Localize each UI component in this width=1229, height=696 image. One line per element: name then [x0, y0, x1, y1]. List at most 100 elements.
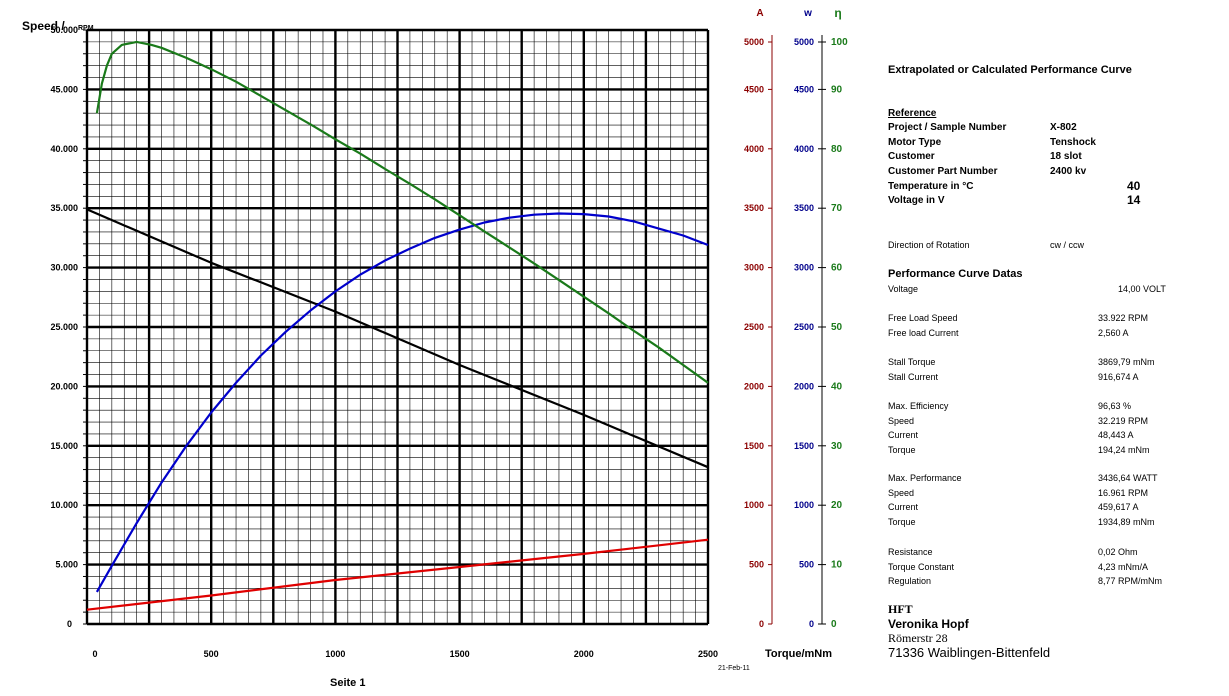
perf-voltage-value: 14,00 VOLT — [1118, 284, 1166, 294]
reference-value: Tenshock — [1050, 136, 1096, 148]
perf-value: 8,77 RPM/mNm — [1098, 576, 1163, 587]
perf-label: Stall Torque — [888, 357, 936, 367]
speed-tick-label: 0 — [67, 619, 72, 629]
series-line-eff — [95, 40, 709, 384]
person-name: Veronika Hopf — [888, 617, 969, 631]
eff-tick-label: 30 — [831, 441, 843, 452]
temperature-value: 40 — [1127, 179, 1141, 193]
page-label: Seite 1 — [330, 677, 365, 689]
perf-label: Resistance — [888, 547, 933, 557]
major-grid — [85, 28, 710, 626]
current-tick-label: 4500 — [744, 84, 764, 94]
info-title: Extrapolated or Calculated Performance C… — [888, 64, 1132, 76]
current-tick-label: 1500 — [744, 441, 764, 451]
reference-value: 18 slot — [1050, 151, 1082, 163]
x-axis-title: Torque/mNm — [765, 648, 832, 660]
current-axis-title: A — [756, 8, 763, 19]
perf-value: 4,23 mNm/A — [1098, 561, 1149, 572]
eff-tick-label: 20 — [831, 500, 843, 511]
current-tick-label: 4000 — [744, 144, 764, 154]
perf-value: 3436,64 WATT — [1098, 473, 1158, 483]
perf-value: 459,617 A — [1098, 502, 1139, 513]
labels: Speed / RPM A w η 0 5.000 10.000 15.000 20.000 25.… — [22, 6, 848, 689]
perf-label: Torque Constant — [888, 561, 955, 572]
power-tick-label: 0 — [809, 619, 814, 629]
x-tick-label: 2500 — [698, 649, 718, 659]
perf-value: 16.961 RPM — [1098, 487, 1149, 498]
eff-tick-label: 40 — [831, 381, 843, 392]
current-tick-label: 3000 — [744, 263, 764, 273]
street: Römerstr 28 — [888, 631, 948, 645]
power-tick-label: 500 — [799, 560, 814, 570]
current-tick-label: 2500 — [744, 322, 764, 332]
city: 71336 Waiblingen-Bittenfeld — [888, 645, 1051, 660]
reference-value: X-802 — [1050, 122, 1077, 133]
eff-axis-title: η — [834, 6, 841, 20]
eff-tick-label: 90 — [831, 84, 843, 95]
power-axis-title: w — [803, 8, 812, 19]
perf-label: Torque — [888, 516, 916, 527]
current-tick-label: 1000 — [744, 500, 764, 510]
speed-tick-label: 5.000 — [55, 560, 78, 570]
perf-value: 194,24 mNm — [1098, 444, 1150, 455]
speed-tick-label: 25.000 — [50, 322, 78, 332]
rotation-value: cw / ccw — [1050, 240, 1085, 250]
voltage-value: 14 — [1127, 193, 1141, 207]
perf-label: Max. Efficiency — [888, 401, 949, 411]
current-tick-label: 0 — [759, 619, 764, 629]
x-tick-label: 1500 — [450, 649, 470, 659]
perf-value: 3869,79 mNm — [1098, 357, 1155, 367]
voltage-label: Voltage in V — [888, 195, 945, 206]
speed-tick-label: 35.000 — [50, 203, 78, 213]
reference-label: Motor Type — [888, 136, 942, 148]
performance-chart: Speed / RPM A w η 0 5.000 10.000 15.000 20.000 25.… — [22, 6, 848, 689]
eff-tick-label: 80 — [831, 144, 843, 155]
eff-tick-label: 0 — [831, 619, 837, 630]
speed-tick-label: 40.000 — [50, 144, 78, 154]
company-name: HFT — [888, 602, 913, 616]
reference-label: Customer Part Number — [888, 166, 998, 178]
perf-value: 2,560 A — [1098, 327, 1129, 338]
reference-heading: Reference — [888, 108, 937, 119]
eff-tick-label: 50 — [831, 322, 843, 333]
power-tick-label: 1000 — [794, 500, 814, 510]
power-tick-label: 3000 — [794, 263, 814, 273]
perf-value: 96,63 % — [1098, 401, 1132, 411]
reference-label: Project / Sample Number — [888, 122, 1007, 133]
current-tick-label: 5000 — [744, 37, 764, 47]
power-tick-label: 4500 — [794, 84, 814, 94]
perf-label: Regulation — [888, 576, 932, 587]
power-tick-label: 2000 — [794, 381, 814, 391]
perf-label: Stall Current — [888, 371, 939, 382]
speed-tick-label: 10.000 — [50, 500, 78, 510]
speed-tick-label: 15.000 — [50, 441, 78, 451]
speed-axis-unit: RPM — [78, 25, 94, 32]
perf-value: 916,674 A — [1098, 371, 1139, 382]
perf-value: 1934,89 mNm — [1098, 516, 1155, 527]
x-tick-label: 1000 — [325, 649, 345, 659]
x-tick-label: 0 — [92, 649, 97, 659]
current-tick-label: 500 — [749, 560, 764, 570]
perf-heading: Performance Curve Datas — [888, 268, 1023, 280]
perf-label: Max. Performance — [888, 473, 962, 483]
perf-value: 32.219 RPM — [1098, 415, 1149, 426]
series-line-power — [95, 212, 709, 593]
perf-voltage-label: Voltage — [888, 284, 919, 294]
power-tick-label: 4000 — [794, 144, 814, 154]
power-tick-label: 3500 — [794, 203, 814, 213]
perf-label: Current — [888, 502, 919, 513]
speed-axis-title: Speed / — [22, 19, 65, 33]
eff-tick-label: 100 — [831, 37, 848, 48]
perf-label: Free load Current — [888, 327, 959, 338]
series-line-current — [86, 538, 709, 611]
axes — [83, 29, 826, 625]
perf-label: Torque — [888, 444, 916, 455]
reference-label: Customer — [888, 151, 935, 163]
rotation-label: Direction of Rotation — [888, 240, 970, 250]
speed-tick-label: 50.000 — [50, 25, 78, 35]
series-line-speed — [86, 208, 709, 469]
perf-label: Free Load Speed — [888, 313, 958, 323]
perf-label: Speed — [888, 487, 915, 498]
power-tick-label: 2500 — [794, 322, 814, 332]
x-tick-label: 2000 — [574, 649, 594, 659]
